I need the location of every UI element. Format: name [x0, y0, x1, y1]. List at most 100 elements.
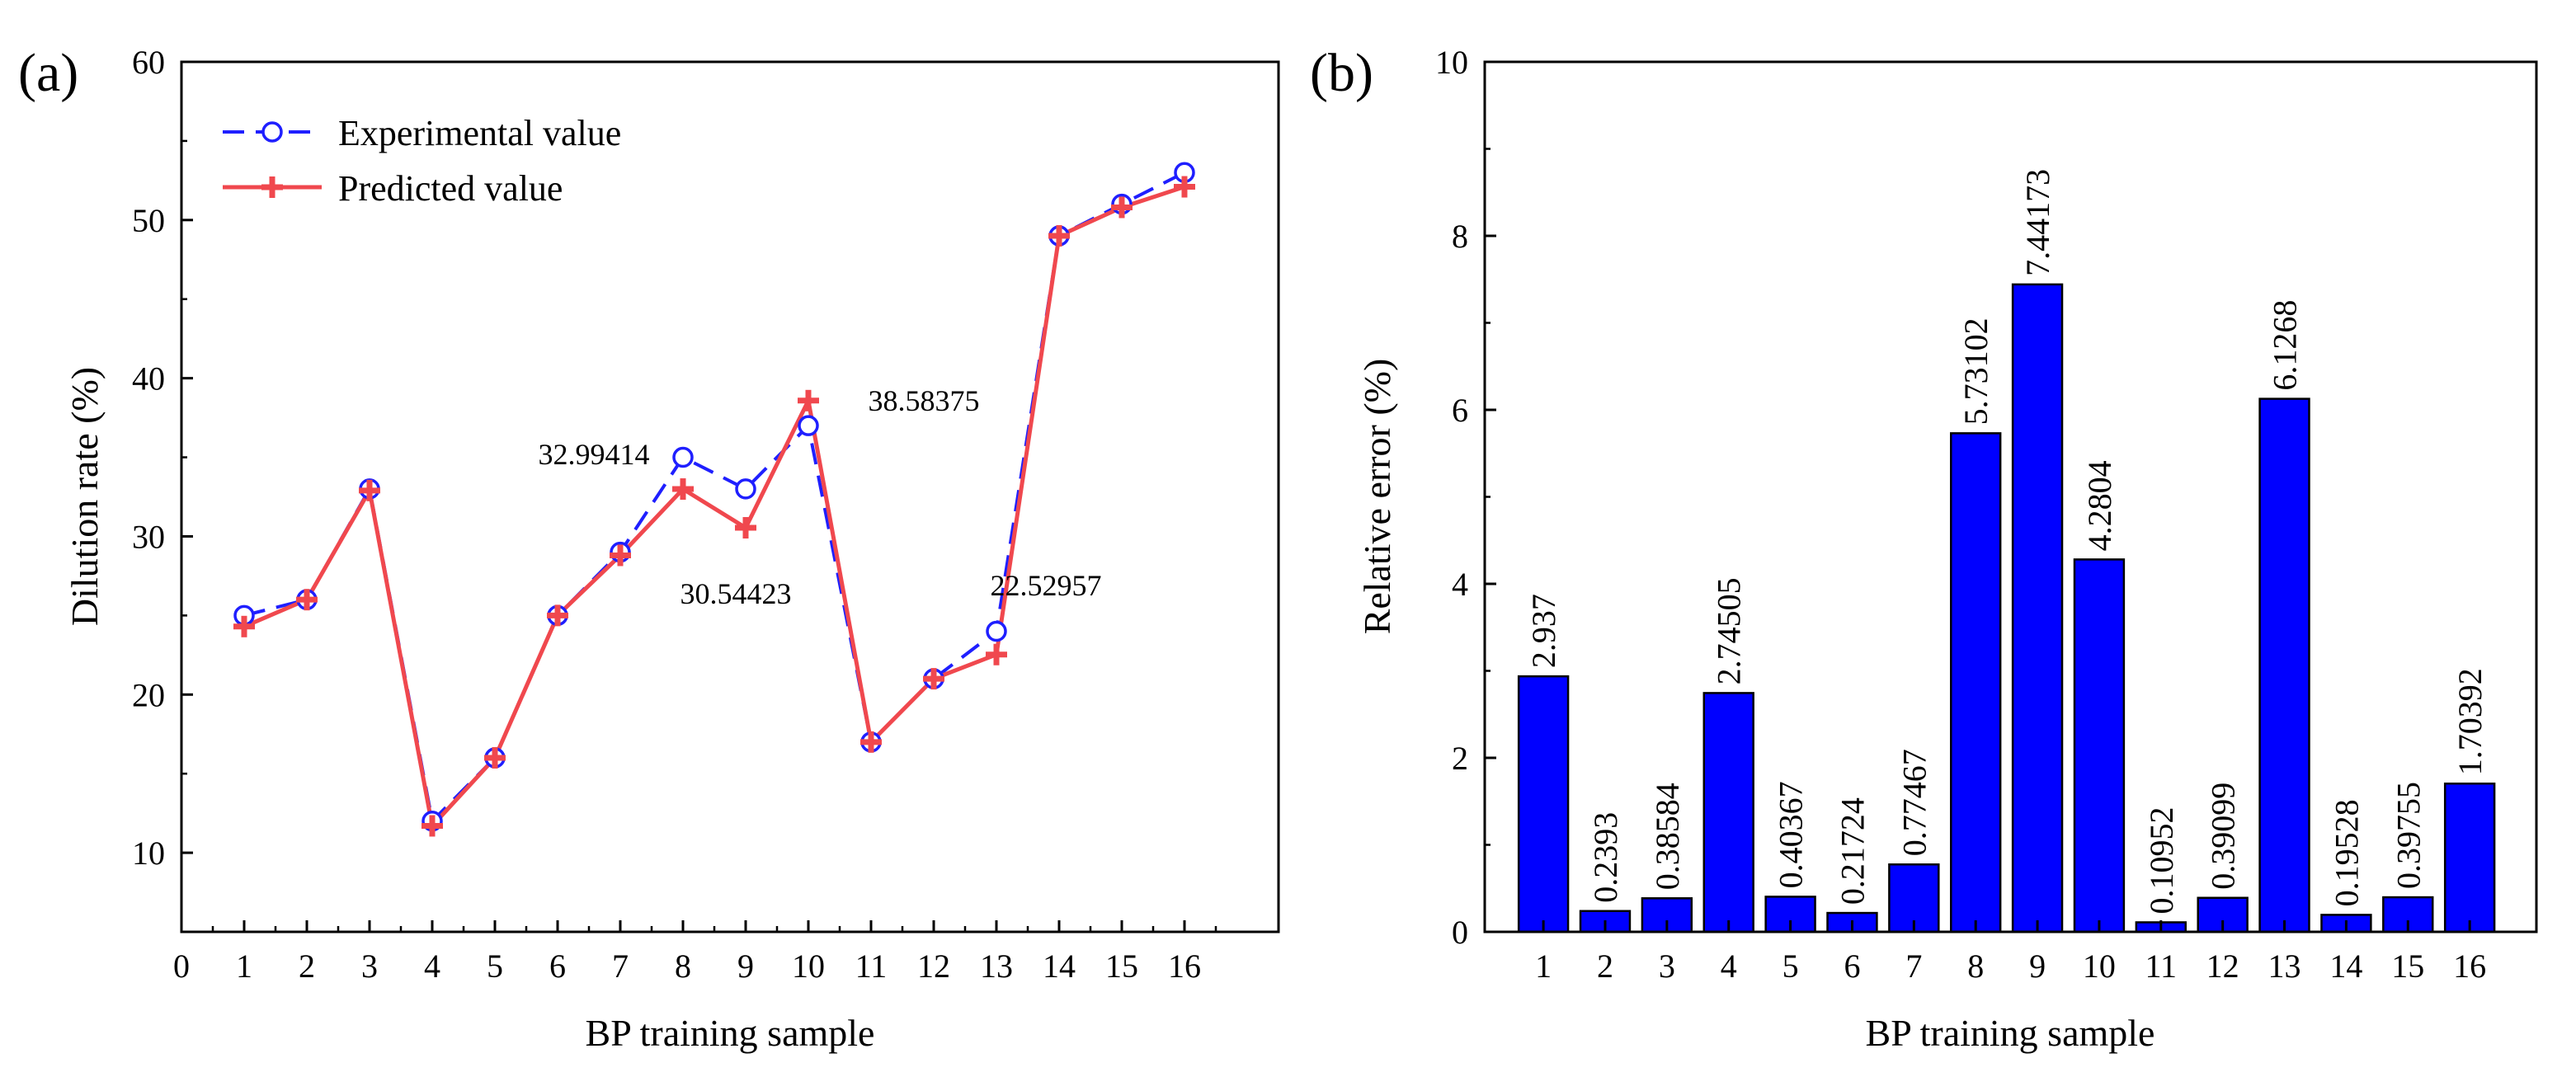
panel-a-y-tick-label: 30: [132, 518, 165, 555]
panel-b-x-tick-label: 9: [2029, 948, 2046, 985]
panel-b-x-tick-label: 2: [1597, 948, 1613, 985]
panel-b-label: (b): [1310, 43, 1373, 103]
panel-a-x-tick-label: 3: [361, 948, 378, 985]
panel-a-x-tick-label: 10: [792, 948, 825, 985]
predicted-point: [547, 604, 568, 627]
predicted-point: [1111, 196, 1133, 219]
bar-data-label: 6.1268: [2267, 300, 2304, 391]
panel-a-x-tick-label: 12: [917, 948, 950, 985]
experimental-point: [672, 446, 694, 468]
experimental-point: [798, 415, 819, 436]
experimental-point: [986, 620, 1007, 642]
bar-data-label: 0.21724: [1834, 797, 1871, 905]
predicted-point: [421, 815, 443, 837]
panel-b-y-tick-label: 10: [1435, 44, 1468, 81]
experimental-point: [735, 478, 756, 500]
legend-predicted-label: Predicted value: [338, 168, 563, 209]
panel-a-x-tick-label: 11: [855, 948, 888, 985]
panel-a-x-tick-label: 16: [1168, 948, 1201, 985]
panel-b-x-tick-label: 7: [1905, 948, 1922, 985]
predicted-point: [484, 747, 506, 769]
panel-a-x-tick-label: 14: [1043, 948, 1076, 985]
bar-data-label: 0.10952: [2143, 806, 2180, 914]
legend-experimental-marker: [261, 121, 283, 143]
panel-b-x-tick-label: 11: [2145, 948, 2178, 985]
legend-predicted-marker: [261, 176, 283, 198]
predicted-point: [672, 478, 694, 501]
bar-data-label: 4.2804: [2081, 460, 2118, 551]
panel-a-x-tick-label: 4: [424, 948, 440, 985]
panel-a-y-tick-label: 10: [132, 835, 165, 872]
bar-data-label: 0.2393: [1587, 812, 1624, 903]
panel-b-x-tick-label: 8: [1967, 948, 1984, 985]
predicted-point: [923, 668, 944, 690]
panel-a-x-tick-label: 13: [980, 948, 1013, 985]
panel-a-plot-frame: [180, 60, 1280, 933]
panel-b-x-axis-title: BP training sample: [1866, 1012, 2155, 1054]
predicted-point: [986, 643, 1007, 665]
predicted-point: [860, 731, 882, 753]
bar-data-label: 0.39099: [2205, 783, 2242, 890]
panel-a-x-tick-label: 5: [487, 948, 503, 985]
panel-a-y-tick-label: 20: [132, 676, 165, 713]
series-line-experimental: [243, 171, 1185, 825]
panel-a-y-tick-label: 50: [132, 202, 165, 239]
panel-b-x-tick-label: 12: [2206, 948, 2239, 985]
panel-b-y-tick-label: 0: [1452, 914, 1468, 951]
bar: [1702, 692, 1754, 933]
panel-a-label: (a): [18, 43, 78, 103]
panel-b-x-tick-label: 15: [2391, 948, 2424, 985]
bar: [2011, 283, 2064, 933]
panel-a-x-tick-label: 2: [299, 948, 315, 985]
predicted-point: [798, 389, 819, 411]
panel-a-y-tick-label: 40: [132, 360, 165, 397]
panel-b-y-tick-label: 2: [1452, 740, 1468, 777]
panel-b-x-tick-label: 14: [2329, 948, 2362, 985]
bar-data-label: 0.19528: [2328, 799, 2365, 906]
value-annotation: 22.52957: [991, 569, 1102, 602]
predicted-point: [610, 544, 631, 567]
value-annotation: 30.54423: [680, 577, 792, 610]
panel-a-y-tick-label: 60: [132, 44, 165, 81]
panel-b-x-tick-label: 10: [2083, 948, 2116, 985]
predicted-point: [1174, 176, 1195, 198]
predicted-point: [296, 589, 318, 611]
panel-a-legend: Experimental value Predicted value: [223, 113, 621, 209]
predicted-point: [1048, 225, 1070, 247]
panel-b-x-tick-label: 4: [1721, 948, 1737, 985]
series-line-predicted: [243, 185, 1185, 830]
panel-a-x-tick-label: 15: [1105, 948, 1138, 985]
panel-a-x-tick-label: 7: [612, 948, 629, 985]
panel-b-y-tick-label: 8: [1452, 218, 1468, 255]
panel-b-x-tick-label: 3: [1659, 948, 1675, 985]
bar-data-label: 1.70392: [2451, 668, 2489, 775]
bar-data-label: 2.74505: [1711, 577, 1748, 684]
bar-data-label: 5.73102: [1957, 317, 1994, 425]
panel-a-x-tick-label: 1: [236, 948, 252, 985]
panel-b-y-axis-title: Relative error (%): [1356, 359, 1398, 635]
panel-a-x-tick-label: 8: [675, 948, 691, 985]
predicted-point: [359, 479, 380, 501]
value-annotation: 38.58375: [869, 384, 980, 417]
bar-data-label: 0.39755: [2390, 782, 2427, 889]
bar: [1517, 675, 1570, 933]
bar-data-label: 0.38584: [1649, 783, 1686, 890]
panel-b-y-tick-label: 4: [1452, 566, 1468, 603]
panel-b-x-tick-label: 1: [1535, 948, 1552, 985]
panel-a-x-tick-label: 9: [737, 948, 754, 985]
panel-a-x-axis-title: BP training sample: [586, 1012, 875, 1054]
panel-a-x-tick-label: 6: [549, 948, 566, 985]
bar: [1950, 432, 2002, 933]
bar: [2073, 558, 2126, 933]
panel-b-x-tick-label: 13: [2268, 948, 2301, 985]
panel-b-y-tick-label: 6: [1452, 392, 1468, 429]
bar-data-label: 0.77467: [1896, 749, 1933, 856]
panel-a-y-axis-title: Dilution rate (%): [64, 367, 106, 626]
bar: [2258, 397, 2310, 933]
panel-b-x-tick-label: 6: [1844, 948, 1860, 985]
panel-b-plot-frame: [1483, 60, 2538, 933]
bar-data-label: 2.937: [1525, 594, 1562, 668]
value-annotation: 32.99414: [539, 438, 650, 471]
bar-data-label: 0.40367: [1773, 781, 1810, 888]
